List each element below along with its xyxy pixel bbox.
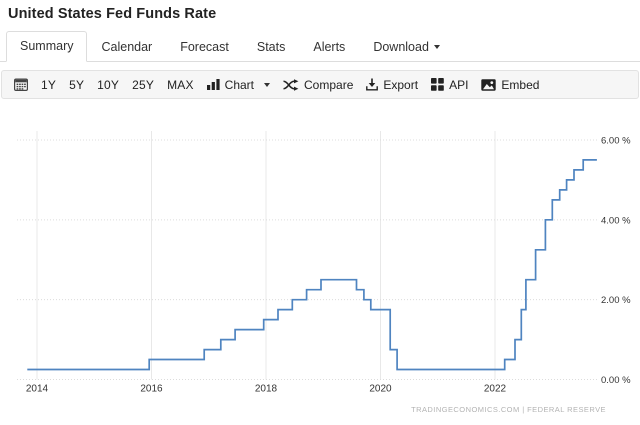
grid-icon [431, 78, 444, 91]
chart-type-label: Chart [224, 77, 255, 92]
svg-text:2020: 2020 [369, 384, 392, 395]
svg-text:6.00 %: 6.00 % [601, 135, 631, 146]
tab-summary[interactable]: Summary [6, 31, 88, 62]
svg-text:0.00 %: 0.00 % [601, 375, 631, 386]
compare-label: Compare [304, 77, 354, 92]
tab-download[interactable]: Download [359, 32, 454, 62]
embed-label: Embed [501, 77, 540, 92]
compare-button[interactable]: Compare [283, 79, 353, 91]
svg-text:2.00 %: 2.00 % [601, 295, 631, 306]
chart-svg[interactable]: 0.00 % 2.00 % 4.00 % 6.00 % 2014 2016 2018 2020… [0, 110, 640, 402]
svg-text:4.00 %: 4.00 % [601, 215, 631, 226]
export-button[interactable]: Export [366, 78, 418, 91]
bar-chart-icon [206, 79, 220, 90]
export-label: Export [383, 77, 419, 92]
range-max-button[interactable]: MAX [167, 77, 194, 92]
range-25y-button[interactable]: 25Y [132, 77, 155, 92]
caret-down-icon [433, 45, 440, 49]
tab-bar: Summary Calendar Forecast Stats Alerts D… [0, 31, 640, 62]
range-1y-button[interactable]: 1Y [41, 77, 57, 92]
datepicker-button[interactable] [14, 78, 28, 91]
shuffle-icon [283, 78, 299, 91]
tab-calendar[interactable]: Calendar [101, 40, 153, 54]
tab-stats[interactable]: Stats [256, 40, 286, 54]
chart-toolbar: 1Y 5Y 10Y 25Y MAX Chart Compare Export A… [1, 70, 639, 99]
svg-text:2018: 2018 [255, 384, 278, 395]
image-icon [481, 78, 497, 91]
svg-text:2022: 2022 [484, 384, 507, 395]
tab-forecast[interactable]: Forecast [180, 40, 229, 54]
api-label: API [449, 77, 469, 92]
api-button[interactable]: API [431, 78, 468, 91]
svg-text:2016: 2016 [140, 384, 163, 395]
fed-funds-rate-chart[interactable]: 0.00 % 2.00 % 4.00 % 6.00 % 2014 2016 2018 2020… [0, 110, 640, 402]
page-title: United States Fed Funds Rate [8, 6, 217, 22]
range-5y-button[interactable]: 5Y [69, 77, 85, 92]
caret-down-icon [264, 82, 271, 87]
chart-type-button[interactable]: Chart [206, 77, 271, 92]
calendar-icon [14, 78, 28, 91]
chart-attribution: TRADINGECONOMICS.COM | FEDERAL RESERVE [411, 405, 606, 414]
tab-alerts[interactable]: Alerts [313, 40, 346, 54]
tab-download-label: Download [373, 40, 429, 54]
svg-text:2014: 2014 [26, 384, 49, 395]
embed-button[interactable]: Embed [481, 79, 539, 91]
download-icon [366, 78, 379, 91]
range-10y-button[interactable]: 10Y [97, 77, 120, 92]
